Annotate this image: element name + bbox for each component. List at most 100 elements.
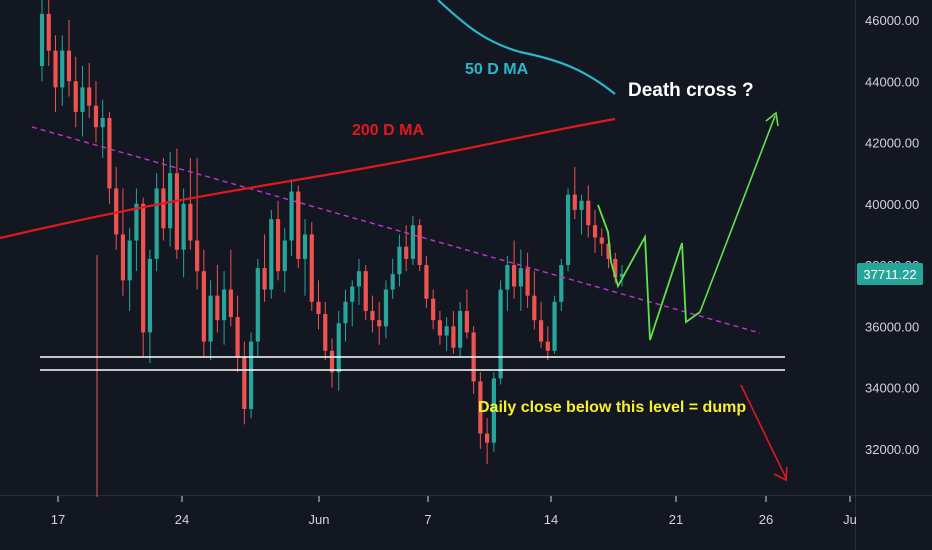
candle [498, 280, 503, 385]
candle-body [302, 234, 308, 259]
candle [195, 157, 200, 290]
candle-body [437, 320, 442, 336]
candle [431, 289, 436, 330]
candle [377, 301, 382, 345]
candle [552, 295, 557, 354]
support-warning-label: Daily close below this level = dump [478, 399, 746, 416]
last-price-label: 37711.22 [863, 267, 916, 282]
candle [323, 301, 328, 360]
candle [100, 99, 105, 158]
candle [559, 258, 564, 311]
candle-body [370, 310, 375, 321]
candle-body [53, 50, 58, 88]
candle-body [73, 81, 78, 112]
candle [565, 188, 571, 272]
candle-body [498, 289, 503, 379]
candle [350, 280, 355, 327]
candle [208, 280, 213, 360]
candle [73, 56, 78, 128]
x-tick-label: 17 [51, 512, 65, 527]
candle-body [505, 265, 510, 290]
candle-body [242, 356, 247, 410]
bullish-arrow [699, 111, 779, 313]
candle-body [154, 188, 159, 259]
candle-body [390, 274, 395, 290]
candle-body [147, 258, 152, 333]
candle [147, 249, 152, 364]
candle-body [134, 203, 139, 241]
candle [444, 317, 449, 351]
candle-body [579, 200, 584, 210]
candle-body [512, 265, 517, 287]
candle [296, 185, 301, 269]
y-tick-label: 34000.00 [865, 381, 919, 396]
candle [120, 188, 126, 296]
y-tick-label: 36000.00 [865, 319, 919, 334]
candle-body [141, 203, 146, 333]
candle [255, 258, 260, 357]
candle [410, 216, 416, 266]
candle-body [262, 268, 267, 290]
candle [242, 341, 247, 425]
candle-body [168, 173, 173, 229]
candle-body [525, 268, 530, 296]
candle [201, 249, 206, 357]
candle-body [201, 271, 206, 342]
candle-body [552, 301, 557, 351]
candle [188, 157, 193, 250]
candle [525, 252, 530, 308]
candle [383, 280, 389, 339]
candle-body [431, 298, 436, 321]
candle [329, 338, 335, 388]
candle [80, 65, 85, 137]
death-cross-label: Death cross ? [628, 80, 754, 101]
x-tick-label: Jun [309, 512, 330, 527]
candle [46, 0, 51, 66]
candle [437, 310, 442, 345]
candle-body [215, 295, 220, 321]
x-tick-label: 26 [759, 512, 773, 527]
ma200-line [0, 117, 616, 240]
candle-body [619, 273, 625, 278]
x-tick-label: 21 [669, 512, 683, 527]
candle [154, 173, 159, 272]
candle-body [289, 191, 294, 241]
time-axis[interactable]: 17 24 Jun 7 14 21 26 Ju [51, 496, 857, 527]
candle [127, 228, 132, 311]
candle-body [316, 301, 321, 315]
candle-body [120, 234, 126, 281]
candle-body [464, 310, 469, 333]
candle [586, 185, 591, 238]
candle-body [559, 265, 564, 302]
candle [60, 35, 65, 106]
candle-body [255, 268, 260, 342]
candle [485, 418, 490, 465]
price-axis[interactable]: 46000.0044000.0042000.0040000.0038000.00… [865, 13, 919, 457]
candle [464, 289, 469, 339]
candle [363, 265, 368, 321]
candle [107, 111, 112, 204]
candle [592, 209, 598, 253]
candle [579, 194, 584, 235]
candle-body [60, 50, 65, 88]
projection-path [597, 204, 701, 341]
x-tick-label: 24 [175, 512, 189, 527]
candle-body [269, 219, 274, 290]
candle [39, 0, 45, 82]
candle [275, 200, 281, 281]
ma50-label: 50 D MA [465, 61, 529, 78]
candle-body [613, 258, 618, 278]
candle-body [66, 50, 72, 82]
candle [316, 280, 321, 330]
candle-body [161, 188, 166, 229]
candle-body [397, 246, 402, 275]
candle [215, 265, 220, 333]
candle-body [444, 326, 449, 336]
candle-body [235, 317, 240, 357]
candle [309, 222, 314, 311]
candle [545, 326, 550, 360]
candle-body [606, 243, 611, 259]
candle [356, 258, 362, 305]
